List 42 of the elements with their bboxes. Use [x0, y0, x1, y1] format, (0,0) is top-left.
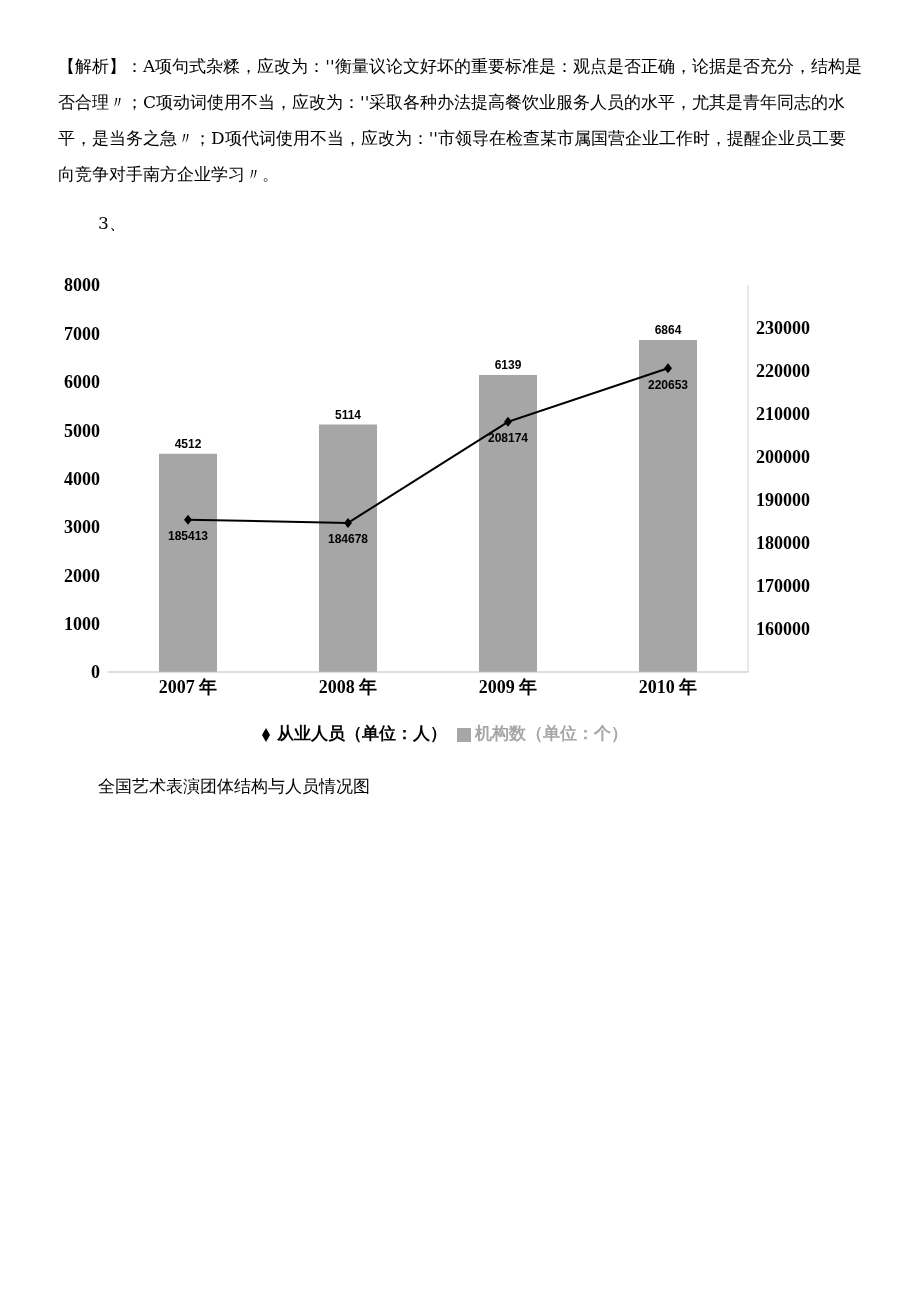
y-tick-label: 2000: [64, 565, 100, 586]
point: [344, 517, 352, 528]
y2-tick-label: 210000: [756, 404, 810, 425]
data-label: 5114: [334, 407, 362, 422]
bar: [639, 339, 697, 672]
y-tick-label: 5000: [64, 420, 100, 441]
x-tick-label: 2007 年: [158, 676, 218, 697]
bar: [319, 424, 377, 672]
y-tick-label: 6000: [64, 372, 100, 393]
bar: [159, 453, 217, 672]
y2-tick-label: 200000: [756, 447, 810, 468]
y2-tick-label: 220000: [756, 361, 810, 382]
text: 【解析】：A项句式杂糅，应改为：''衡量议论文好坏的重要标准是：观点是否正确，论据是否充分，结构是否合理〃；C项动词使用不当，应改为：''采取各种办法提高餐饮业服务人员的水平，尤其是青年同志的水平，是当务之急〃；D项代词使用不当，应改为：''市领导在检查某市属国营企业工作时，提醒企业员工要向竞争对手南方企业学习〃。: [57, 55, 863, 186]
x-tick-label: 2009 年: [478, 676, 538, 697]
y2-tick-label: 190000: [756, 490, 810, 511]
data-label: 6139: [494, 358, 522, 373]
point: [504, 416, 512, 427]
bar: [479, 375, 537, 672]
data-label: 6864: [654, 322, 682, 337]
legend-label: 从业人员（单位：人）: [276, 723, 447, 743]
y-tick-label: 4000: [64, 468, 100, 489]
data-label: 4512: [174, 436, 202, 451]
y-tick-label: 8000: [64, 275, 100, 296]
y-tick-label: 1000: [64, 614, 100, 635]
data-label: 220653: [647, 377, 689, 392]
text: 3、: [97, 212, 127, 235]
legend-label: 机构数（单位：个）: [474, 723, 628, 743]
text: 全国艺术表演团体结构与人员情况图: [97, 775, 371, 798]
x-tick-label: 2010 年: [638, 676, 698, 697]
y-tick-label: 7000: [64, 323, 100, 344]
y2-tick-label: 160000: [756, 619, 810, 640]
data-label: 185413: [167, 529, 209, 544]
point: [664, 363, 672, 374]
point: [184, 514, 192, 525]
data-label: 184678: [327, 532, 369, 547]
y2-tick-label: 170000: [756, 576, 810, 597]
y2-tick-label: 180000: [756, 533, 810, 554]
x-tick-label: 2008 年: [318, 676, 378, 697]
y2-tick-label: 230000: [756, 318, 810, 339]
y-tick-label: 3000: [64, 517, 100, 538]
y-tick-label: 0: [91, 662, 100, 683]
data-label: 208174: [487, 431, 529, 446]
